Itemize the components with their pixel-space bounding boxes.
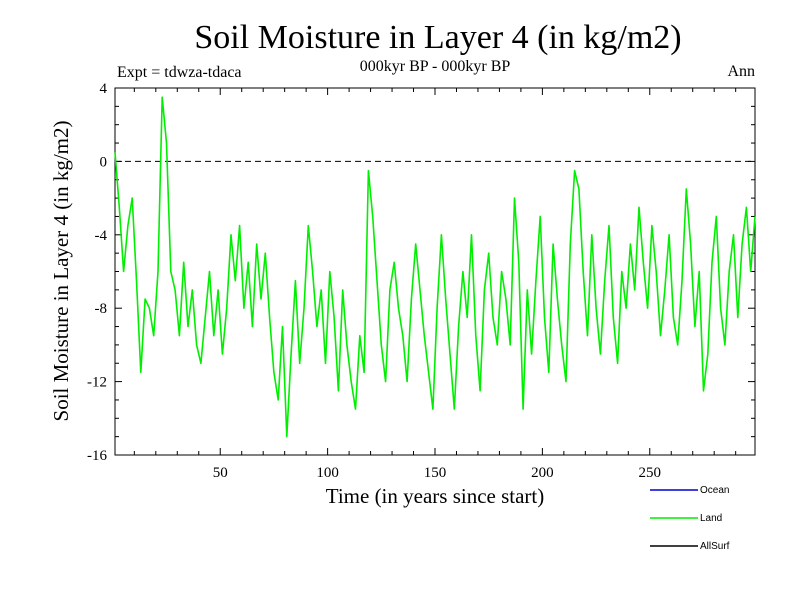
y-axis-label: Soil Moisture in Layer 4 (in kg/m2): [49, 121, 73, 422]
chart-title: Soil Moisture in Layer 4 (in kg/m2): [194, 19, 681, 56]
y-tick-label: 0: [100, 154, 108, 170]
chart-subtitle: 000kyr BP - 000kyr BP: [360, 58, 511, 75]
x-tick-label: 100: [316, 465, 339, 481]
x-tick-label: 250: [639, 465, 662, 481]
y-tick-label: -4: [95, 228, 108, 244]
legend: Ocean Land AllSurf: [650, 485, 730, 552]
series-group: [114, 96, 756, 438]
expt-label: Expt = tdwza-tdaca: [117, 64, 242, 81]
plot-frame: [114, 87, 756, 456]
tick-labels: 50 100 150 200 250 4 0 -4 -8 -12 -16: [87, 81, 661, 481]
legend-label-ocean: Ocean: [700, 485, 729, 496]
y-tick-label: 4: [100, 81, 108, 97]
y-tick-label: -12: [87, 375, 107, 391]
x-axis-label: Time (in years since start): [326, 484, 545, 508]
y-tick-label: -16: [87, 448, 107, 464]
y-tick-label: -8: [95, 301, 108, 317]
x-tick-label: 150: [424, 465, 447, 481]
season-label: Ann: [727, 63, 755, 80]
x-tick-label: 50: [213, 465, 228, 481]
axis-ticks: [115, 87, 755, 456]
legend-label-land: Land: [700, 513, 722, 524]
series-line-land: [114, 96, 756, 438]
x-tick-label: 200: [531, 465, 554, 481]
legend-label-allsurf: AllSurf: [700, 541, 730, 552]
